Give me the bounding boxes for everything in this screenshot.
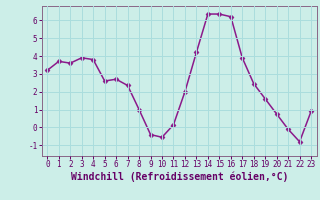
X-axis label: Windchill (Refroidissement éolien,°C): Windchill (Refroidissement éolien,°C) [70,172,288,182]
